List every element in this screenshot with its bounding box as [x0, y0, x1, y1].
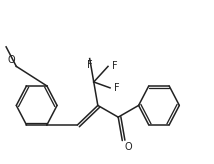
Text: O: O [8, 55, 15, 65]
Text: F: F [114, 83, 120, 93]
Text: O: O [124, 142, 132, 152]
Text: F: F [112, 61, 118, 71]
Text: F: F [87, 60, 92, 70]
